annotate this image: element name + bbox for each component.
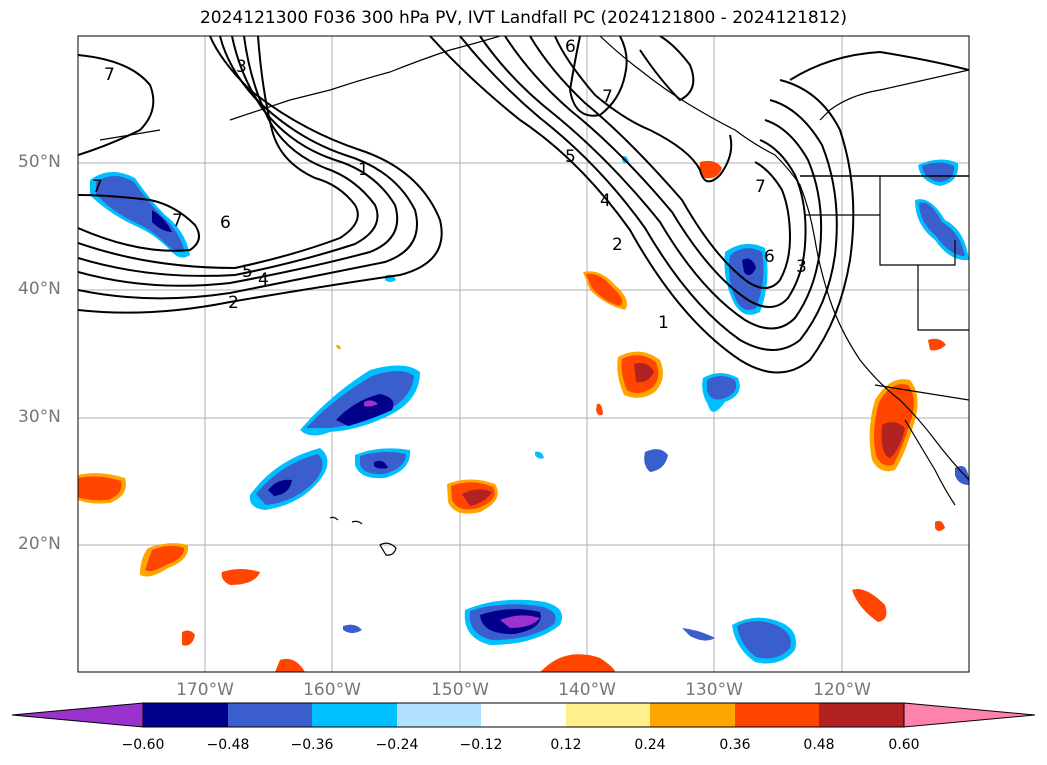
contour-label: 6 (565, 37, 576, 57)
map-area (78, 36, 969, 672)
contour-label: 2 (228, 293, 239, 313)
lat-label: 50°N (18, 152, 61, 172)
contour-label: 1 (358, 160, 369, 180)
contour-label: 7 (104, 65, 115, 85)
colorbar-tick: 0.24 (634, 737, 666, 753)
lon-label: 150°W (431, 680, 489, 700)
gridlines (78, 36, 969, 672)
colorbar-tick: −0.60 (121, 737, 165, 753)
contour-label: 7 (172, 211, 183, 231)
pv-contour-labels: 2 4 5 6 7 1 3 7 7 6 7 5 4 2 1 7 6 3 (92, 37, 807, 333)
lon-label: 130°W (685, 680, 743, 700)
positive-anomaly-regions (78, 160, 946, 672)
colorbar-tick: −0.12 (459, 737, 503, 753)
lat-label: 40°N (18, 279, 61, 299)
colorbar-tick: −0.48 (206, 737, 250, 753)
map-border (77, 35, 970, 673)
colorbar (11, 702, 1036, 728)
colorbar-tick: 0.36 (719, 737, 751, 753)
colorbar-tick: 0.12 (550, 737, 582, 753)
lon-label: 140°W (558, 680, 616, 700)
colorbar-bin (143, 703, 228, 727)
colorbar-bin (735, 703, 819, 727)
colorbar-bin (819, 703, 904, 727)
contour-label: 5 (242, 262, 253, 282)
lon-label: 160°W (303, 680, 361, 700)
contour-label: 3 (796, 257, 807, 277)
contour-label: 7 (92, 177, 103, 197)
negative-anomaly-regions (90, 155, 969, 664)
contour-label: 7 (755, 177, 766, 197)
contour-label: 3 (236, 57, 247, 77)
colorbar-bin (566, 703, 650, 727)
colorbar-frame (142, 702, 905, 728)
contour-label: 5 (565, 147, 576, 167)
contour-label: 6 (764, 247, 775, 267)
contour-label: 1 (658, 313, 669, 333)
colorbar-tick: 0.48 (803, 737, 835, 753)
contour-label: 4 (600, 191, 611, 211)
colorbar-bin (650, 703, 735, 727)
pv-contours (78, 36, 969, 374)
colorbar-tick: −0.24 (375, 737, 419, 753)
contour-label: 6 (220, 213, 231, 233)
coastlines (99, 36, 969, 556)
lat-label: 20°N (18, 534, 61, 554)
lon-label: 120°W (813, 680, 871, 700)
colorbar-bin (312, 703, 397, 727)
contour-label: 2 (612, 235, 623, 255)
colorbar-bin (481, 703, 566, 727)
colorbar-tick: 0.60 (888, 737, 920, 753)
colorbar-bin (397, 703, 481, 727)
colorbar-bin (228, 703, 312, 727)
lon-label: 170°W (176, 680, 234, 700)
colorbar-tick: −0.36 (290, 737, 334, 753)
colorbar-extend-low (11, 702, 144, 728)
contour-label: 4 (258, 270, 269, 290)
map-title: 2024121300 F036 300 hPa PV, IVT Landfall… (199, 8, 847, 28)
contour-label: 7 (602, 87, 613, 107)
lat-label: 30°N (18, 407, 61, 427)
colorbar-extend-high (903, 702, 1036, 728)
